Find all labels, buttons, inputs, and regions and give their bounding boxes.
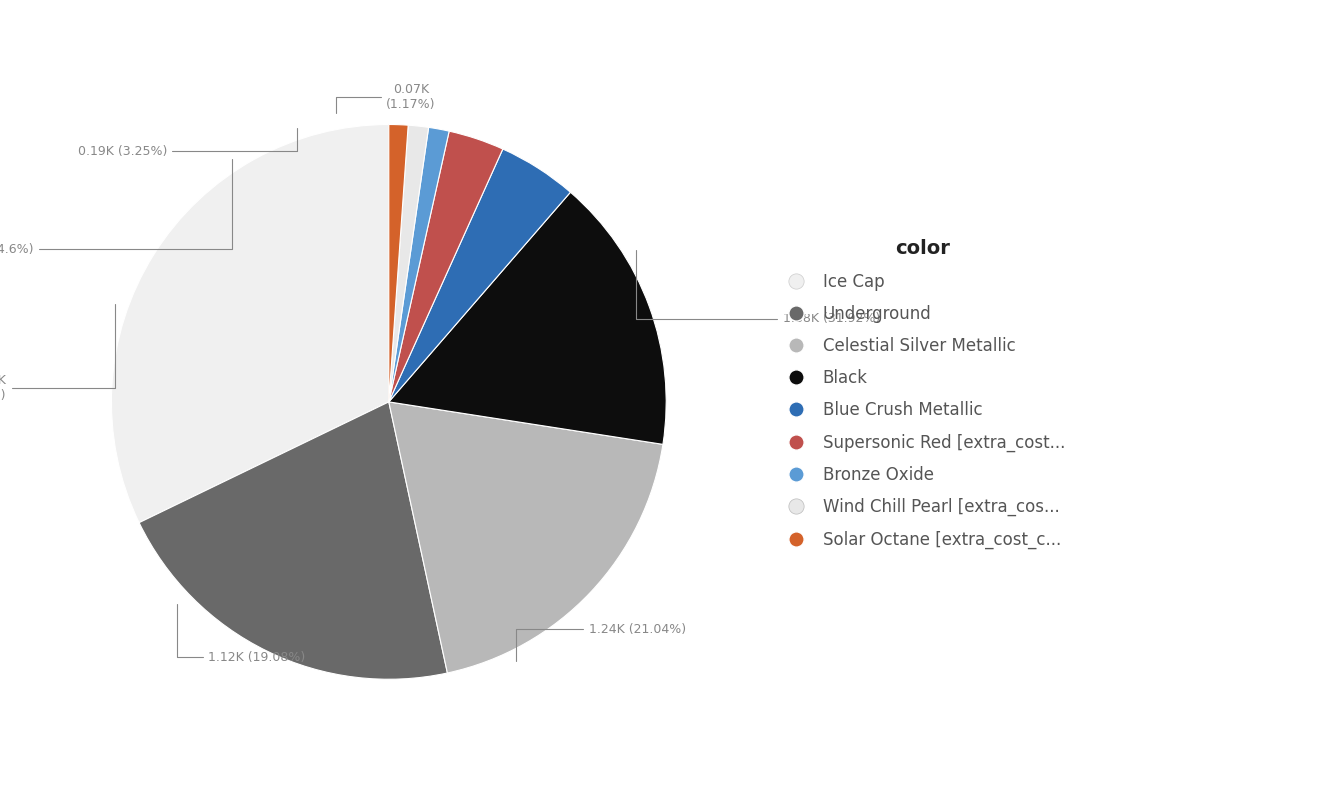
Text: 1.12K (19.08%): 1.12K (19.08%)	[177, 604, 306, 663]
Wedge shape	[389, 128, 449, 402]
Wedge shape	[389, 125, 428, 402]
Text: 0.19K (3.25%): 0.19K (3.25%)	[78, 128, 297, 158]
Text: 0.27K (4.6%): 0.27K (4.6%)	[0, 159, 232, 256]
Text: 0.94K
(16.07%): 0.94K (16.07%)	[0, 304, 116, 402]
Wedge shape	[389, 402, 663, 673]
Wedge shape	[112, 125, 389, 522]
Wedge shape	[389, 125, 409, 402]
Text: 1.88K (31.92%): 1.88K (31.92%)	[635, 250, 880, 325]
Wedge shape	[389, 131, 503, 402]
Wedge shape	[389, 192, 666, 444]
Legend: Ice Cap, Underground, Celestial Silver Metallic, Black, Blue Crush Metallic, Sup: Ice Cap, Underground, Celestial Silver M…	[772, 232, 1072, 556]
Wedge shape	[389, 149, 571, 402]
Wedge shape	[140, 402, 447, 679]
Text: 1.24K (21.04%): 1.24K (21.04%)	[517, 623, 685, 661]
Text: 0.07K
(1.17%): 0.07K (1.17%)	[336, 83, 436, 113]
